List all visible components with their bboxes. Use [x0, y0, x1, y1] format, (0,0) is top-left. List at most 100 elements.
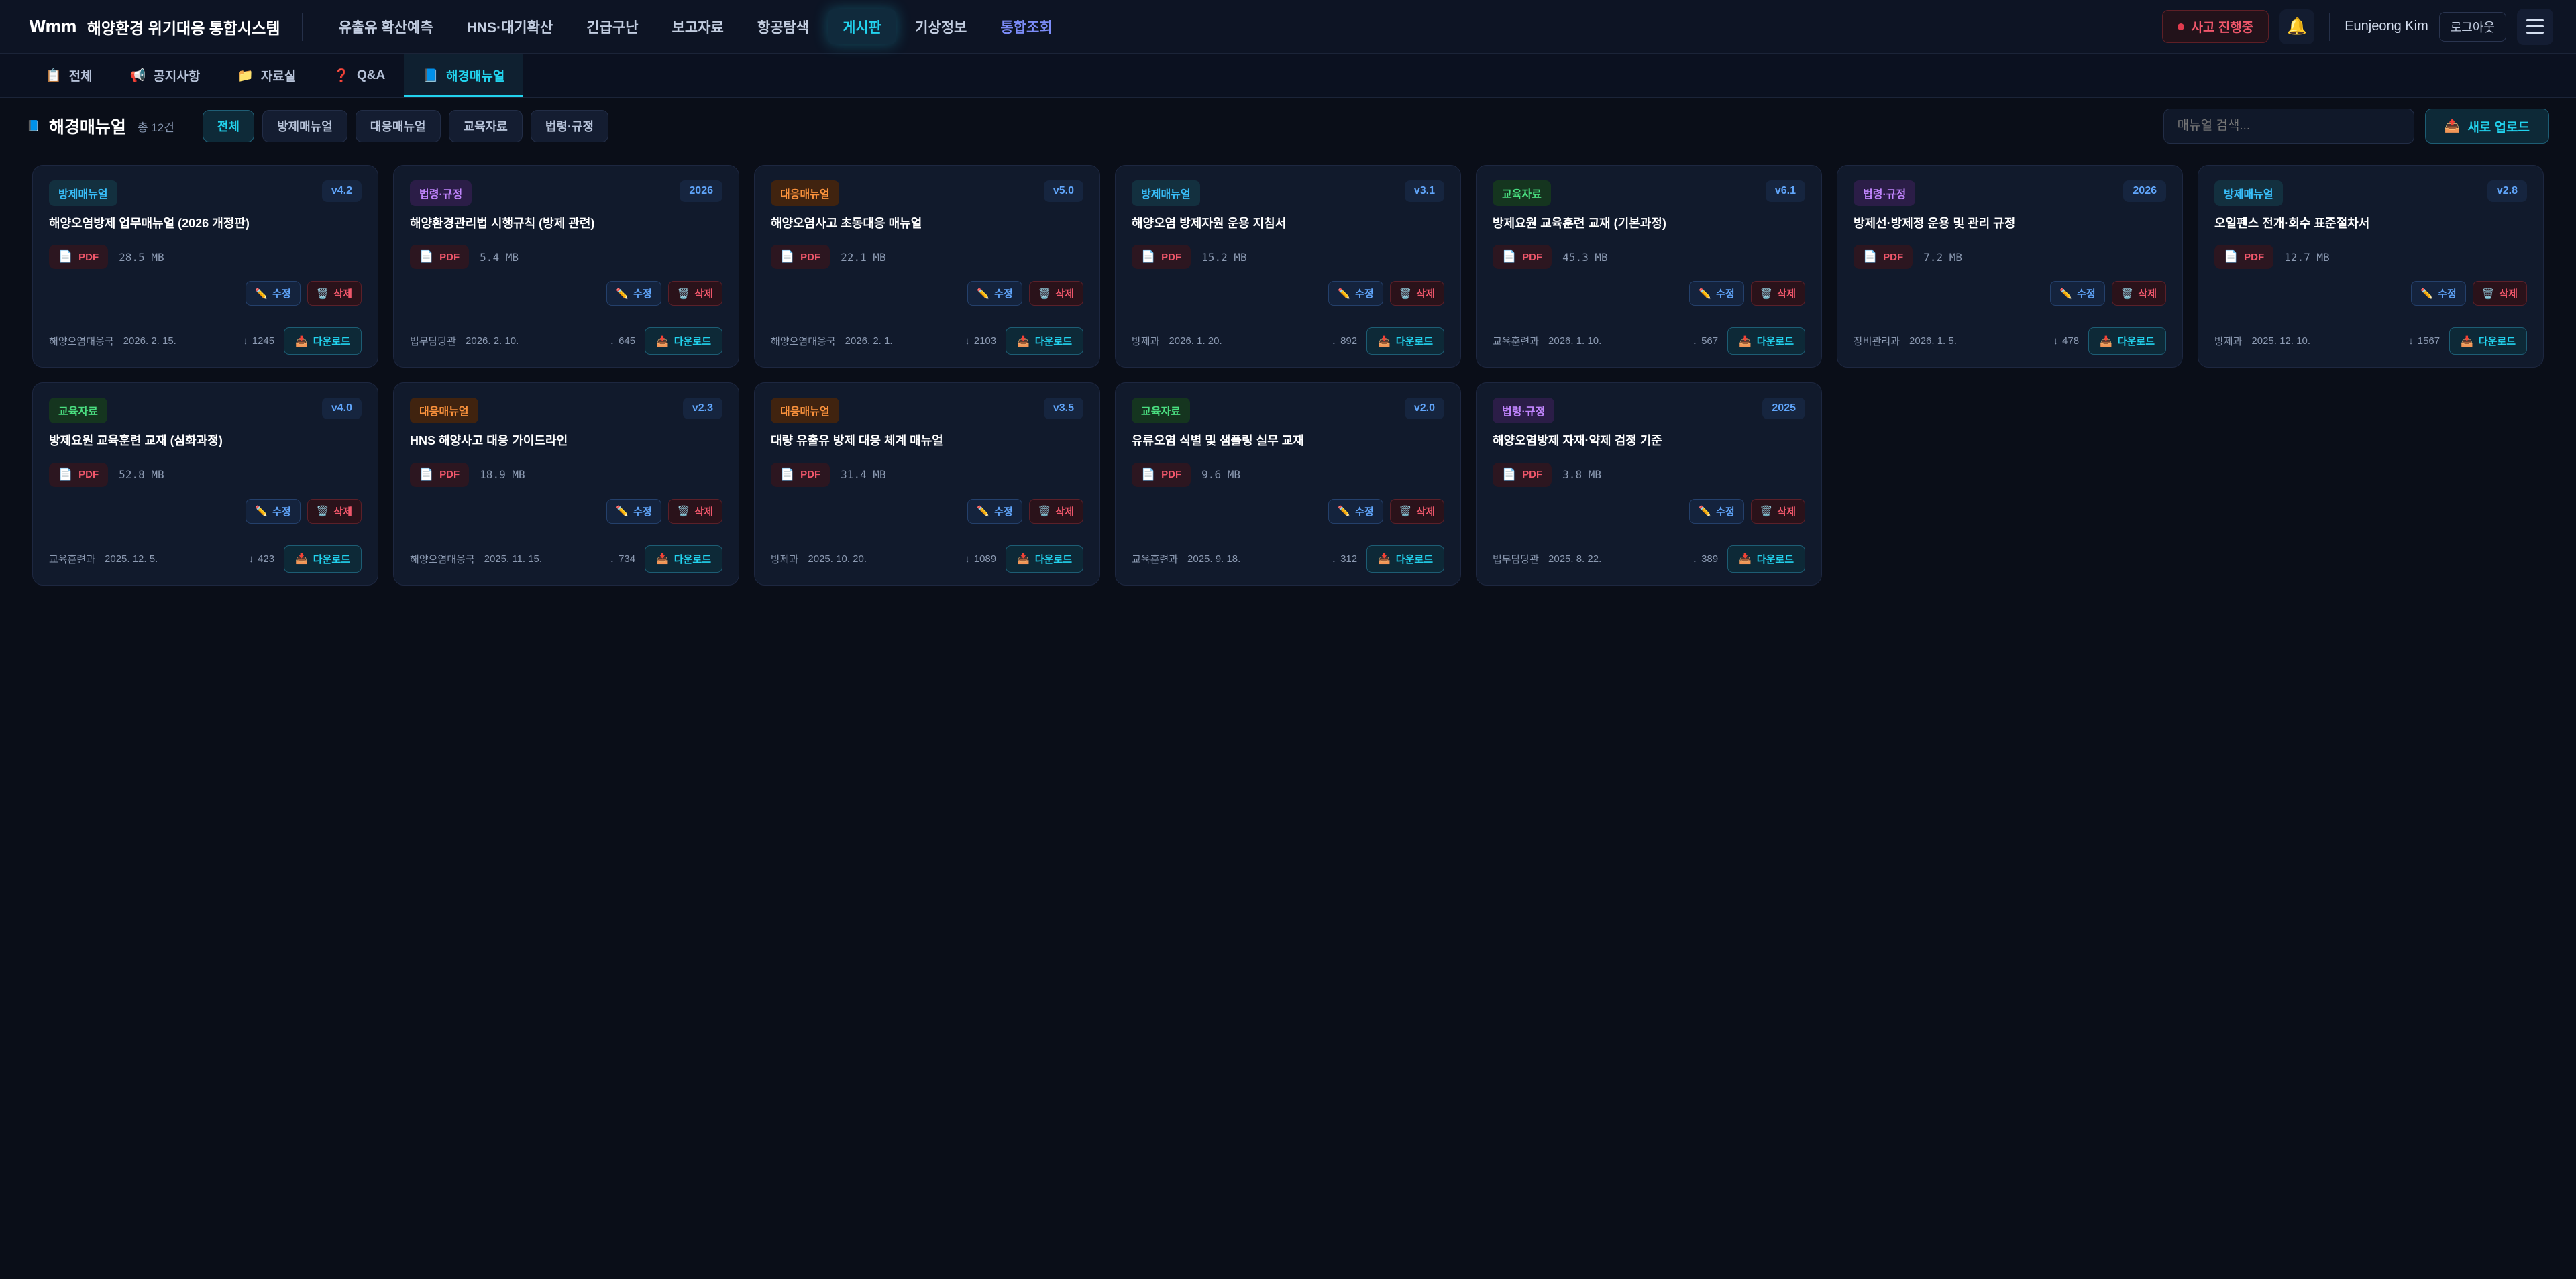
delete-button[interactable]: 🗑️ 삭제	[1389, 281, 1444, 307]
download-arrow-icon: ↓	[609, 335, 615, 347]
download-count-value: 1089	[973, 553, 997, 565]
nav-item-7[interactable]: 통합조회	[1000, 19, 1053, 36]
delete-button[interactable]: 🗑️ 삭제	[1028, 281, 1083, 307]
edit-button[interactable]: ✏️ 수정	[967, 498, 1022, 524]
manual-title: 해양오염 방제자원 운용 지침서	[1132, 217, 1287, 230]
filter-chip-1[interactable]: 방제매뉴얼	[262, 110, 347, 142]
download-button[interactable]: 📥 다운로드	[1366, 327, 1444, 355]
category-badge: 교육자료	[1493, 180, 1551, 206]
subtab-2[interactable]: 📁 자료실	[219, 54, 315, 97]
incident-status-badge[interactable]: 사고 진행중	[2161, 10, 2269, 43]
edit-button[interactable]: ✏️ 수정	[246, 281, 301, 307]
download-button[interactable]: 📥 다운로드	[1727, 545, 1805, 573]
delete-button[interactable]: 🗑️ 삭제	[667, 498, 722, 524]
document-icon: 📄	[780, 467, 795, 481]
manual-book-icon: 📘	[27, 121, 40, 132]
subtab-3[interactable]: ❓ Q&A	[315, 54, 404, 97]
manual-card[interactable]: 법령·규정 2025 해양오염방제 자재·약제 검정 기준 📄 PDF 3.8 MB ✏️ 수…	[1476, 382, 1822, 586]
new-upload-button[interactable]: 📤 새로 업로드	[2424, 109, 2549, 144]
delete-button[interactable]: 🗑️ 삭제	[1028, 498, 1083, 524]
logout-button[interactable]: 로그아웃	[2438, 11, 2506, 42]
download-arrow-icon: ↓	[1692, 553, 1698, 565]
delete-button[interactable]: 🗑️ 삭제	[307, 498, 362, 524]
nav-item-6[interactable]: 기상정보	[915, 19, 967, 36]
subtab-1[interactable]: 📢 공지사항	[111, 54, 219, 97]
delete-button[interactable]: 🗑️ 삭제	[1750, 281, 1805, 307]
manual-card[interactable]: 대응매뉴얼 v2.3 HNS 해양사고 대응 가이드라인 📄 PDF 18.9 MB ✏️ 수…	[393, 382, 739, 586]
edit-button[interactable]: ✏️ 수정	[246, 498, 301, 524]
nav-item-0[interactable]: 유출유 확산예측	[338, 19, 433, 36]
file-size: 12.7 MB	[2284, 250, 2330, 264]
brand-mark-icon: Wmm	[29, 17, 76, 36]
publish-date: 2025. 10. 20.	[808, 553, 867, 565]
download-button[interactable]: 📥 다운로드	[284, 545, 362, 573]
version-badge: v3.1	[1404, 180, 1444, 202]
manual-card[interactable]: 교육자료 v6.1 방제요원 교육훈련 교재 (기본과정) 📄 PDF 45.3 MB ✏️…	[1476, 165, 1822, 368]
download-button[interactable]: 📥 다운로드	[1006, 327, 1083, 355]
download-button[interactable]: 📥 다운로드	[645, 327, 722, 355]
delete-button[interactable]: 🗑️ 삭제	[2111, 281, 2166, 307]
manual-title: 해양오염방제 자재·약제 검정 기준	[1493, 434, 1662, 448]
edit-button[interactable]: ✏️ 수정	[967, 281, 1022, 307]
delete-label: 삭제	[1055, 506, 1074, 518]
manual-title: 오일펜스 전개·회수 표준절차서	[2214, 217, 2370, 230]
notification-bell-button[interactable]: 🔔	[2279, 9, 2315, 44]
card-footer: 해양오염대응국 2026. 2. 1. ↓ 2103 📥 다운로드	[771, 317, 1083, 367]
nav-item-1[interactable]: HNS·대기확산	[466, 19, 553, 36]
department-label: 해양오염대응국	[771, 336, 836, 348]
delete-button[interactable]: 🗑️ 삭제	[1389, 498, 1444, 524]
download-button[interactable]: 📥 다운로드	[645, 545, 722, 573]
pencil-icon: ✏️	[255, 506, 268, 518]
incident-dot-icon	[2177, 23, 2184, 30]
download-button[interactable]: 📥 다운로드	[1006, 545, 1083, 573]
subtab-4[interactable]: 📘 해경매뉴얼	[404, 54, 524, 97]
filter-chip-4[interactable]: 법령·규정	[530, 110, 609, 142]
download-arrow-icon: ↓	[1331, 335, 1337, 347]
search-input[interactable]	[2163, 109, 2414, 144]
download-button[interactable]: 📥 다운로드	[1727, 327, 1805, 355]
subtab-icon-2: 📁	[237, 68, 254, 83]
brand-logo[interactable]: Wmm 해양환경 위기대응 통합시스템	[27, 15, 280, 38]
delete-button[interactable]: 🗑️ 삭제	[667, 281, 722, 307]
nav-item-5[interactable]: 게시판	[828, 9, 897, 44]
pdf-label: PDF	[1522, 469, 1543, 481]
edit-button[interactable]: ✏️ 수정	[606, 498, 661, 524]
manual-card[interactable]: 교육자료 v2.0 유류오염 식별 및 샘플링 실무 교재 📄 PDF 9.6 MB ✏️ 수…	[1115, 382, 1461, 586]
hamburger-menu-icon[interactable]	[2517, 8, 2553, 45]
manual-card[interactable]: 교육자료 v4.0 방제요원 교육훈련 교재 (심화과정) 📄 PDF 52.8 MB ✏️…	[32, 382, 378, 586]
manual-card[interactable]: 법령·규정 2026 해양환경관리법 시행규칙 (방제 관련) 📄 PDF 5.4 MB ✏…	[393, 165, 739, 368]
manual-card[interactable]: 방제매뉴얼 v2.8 오일펜스 전개·회수 표준절차서 📄 PDF 12.7 MB ✏️ 수정…	[2198, 165, 2544, 368]
delete-button[interactable]: 🗑️ 삭제	[1750, 498, 1805, 524]
card-footer: 법무담당관 2026. 2. 10. ↓ 645 📥 다운로드	[410, 317, 722, 367]
pencil-icon: ✏️	[255, 288, 268, 300]
delete-button[interactable]: 🗑️ 삭제	[307, 281, 362, 307]
manual-card[interactable]: 방제매뉴얼 v4.2 해양오염방제 업무매뉴얼 (2026 개정판) 📄 PDF 28.5…	[32, 165, 378, 368]
filter-chip-3[interactable]: 교육자료	[448, 110, 523, 142]
download-button[interactable]: 📥 다운로드	[2449, 327, 2527, 355]
edit-button[interactable]: ✏️ 수정	[606, 281, 661, 307]
download-count-value: 734	[619, 553, 636, 565]
edit-button[interactable]: ✏️ 수정	[1328, 498, 1383, 524]
edit-button[interactable]: ✏️ 수정	[1328, 281, 1383, 307]
edit-button[interactable]: ✏️ 수정	[2411, 281, 2466, 307]
download-button[interactable]: 📥 다운로드	[1366, 545, 1444, 573]
download-button[interactable]: 📥 다운로드	[2088, 327, 2166, 355]
delete-button[interactable]: 🗑️ 삭제	[2472, 281, 2527, 307]
nav-item-4[interactable]: 항공탐색	[757, 19, 810, 36]
manual-card[interactable]: 대응매뉴얼 v5.0 해양오염사고 초동대응 매뉴얼 📄 PDF 22.1 MB ✏️ 수정 🗑…	[754, 165, 1100, 368]
edit-button[interactable]: ✏️ 수정	[2050, 281, 2105, 307]
download-count: ↓ 1567	[2408, 335, 2440, 347]
manual-card[interactable]: 대응매뉴얼 v3.5 대량 유출유 방제 대응 체계 매뉴얼 📄 PDF 31.4 MB ✏…	[754, 382, 1100, 586]
subtab-0[interactable]: 📋 전체	[27, 54, 111, 97]
edit-button[interactable]: ✏️ 수정	[1689, 281, 1744, 307]
download-arrow-icon: ↓	[2053, 335, 2059, 347]
edit-button[interactable]: ✏️ 수정	[1689, 498, 1744, 524]
edit-label: 수정	[2077, 288, 2096, 300]
filter-chip-2[interactable]: 대응매뉴얼	[355, 110, 441, 142]
nav-item-3[interactable]: 보고자료	[672, 19, 724, 36]
filter-chip-0[interactable]: 전체	[202, 110, 254, 142]
manual-card[interactable]: 법령·규정 2026 방제선·방제정 운용 및 관리 규정 📄 PDF 7.2 MB ✏️ 수…	[1837, 165, 2183, 368]
nav-item-2[interactable]: 긴급구난	[586, 19, 639, 36]
download-button[interactable]: 📥 다운로드	[284, 327, 362, 355]
manual-card[interactable]: 방제매뉴얼 v3.1 해양오염 방제자원 운용 지침서 📄 PDF 15.2 MB ✏️ 수정…	[1115, 165, 1461, 368]
